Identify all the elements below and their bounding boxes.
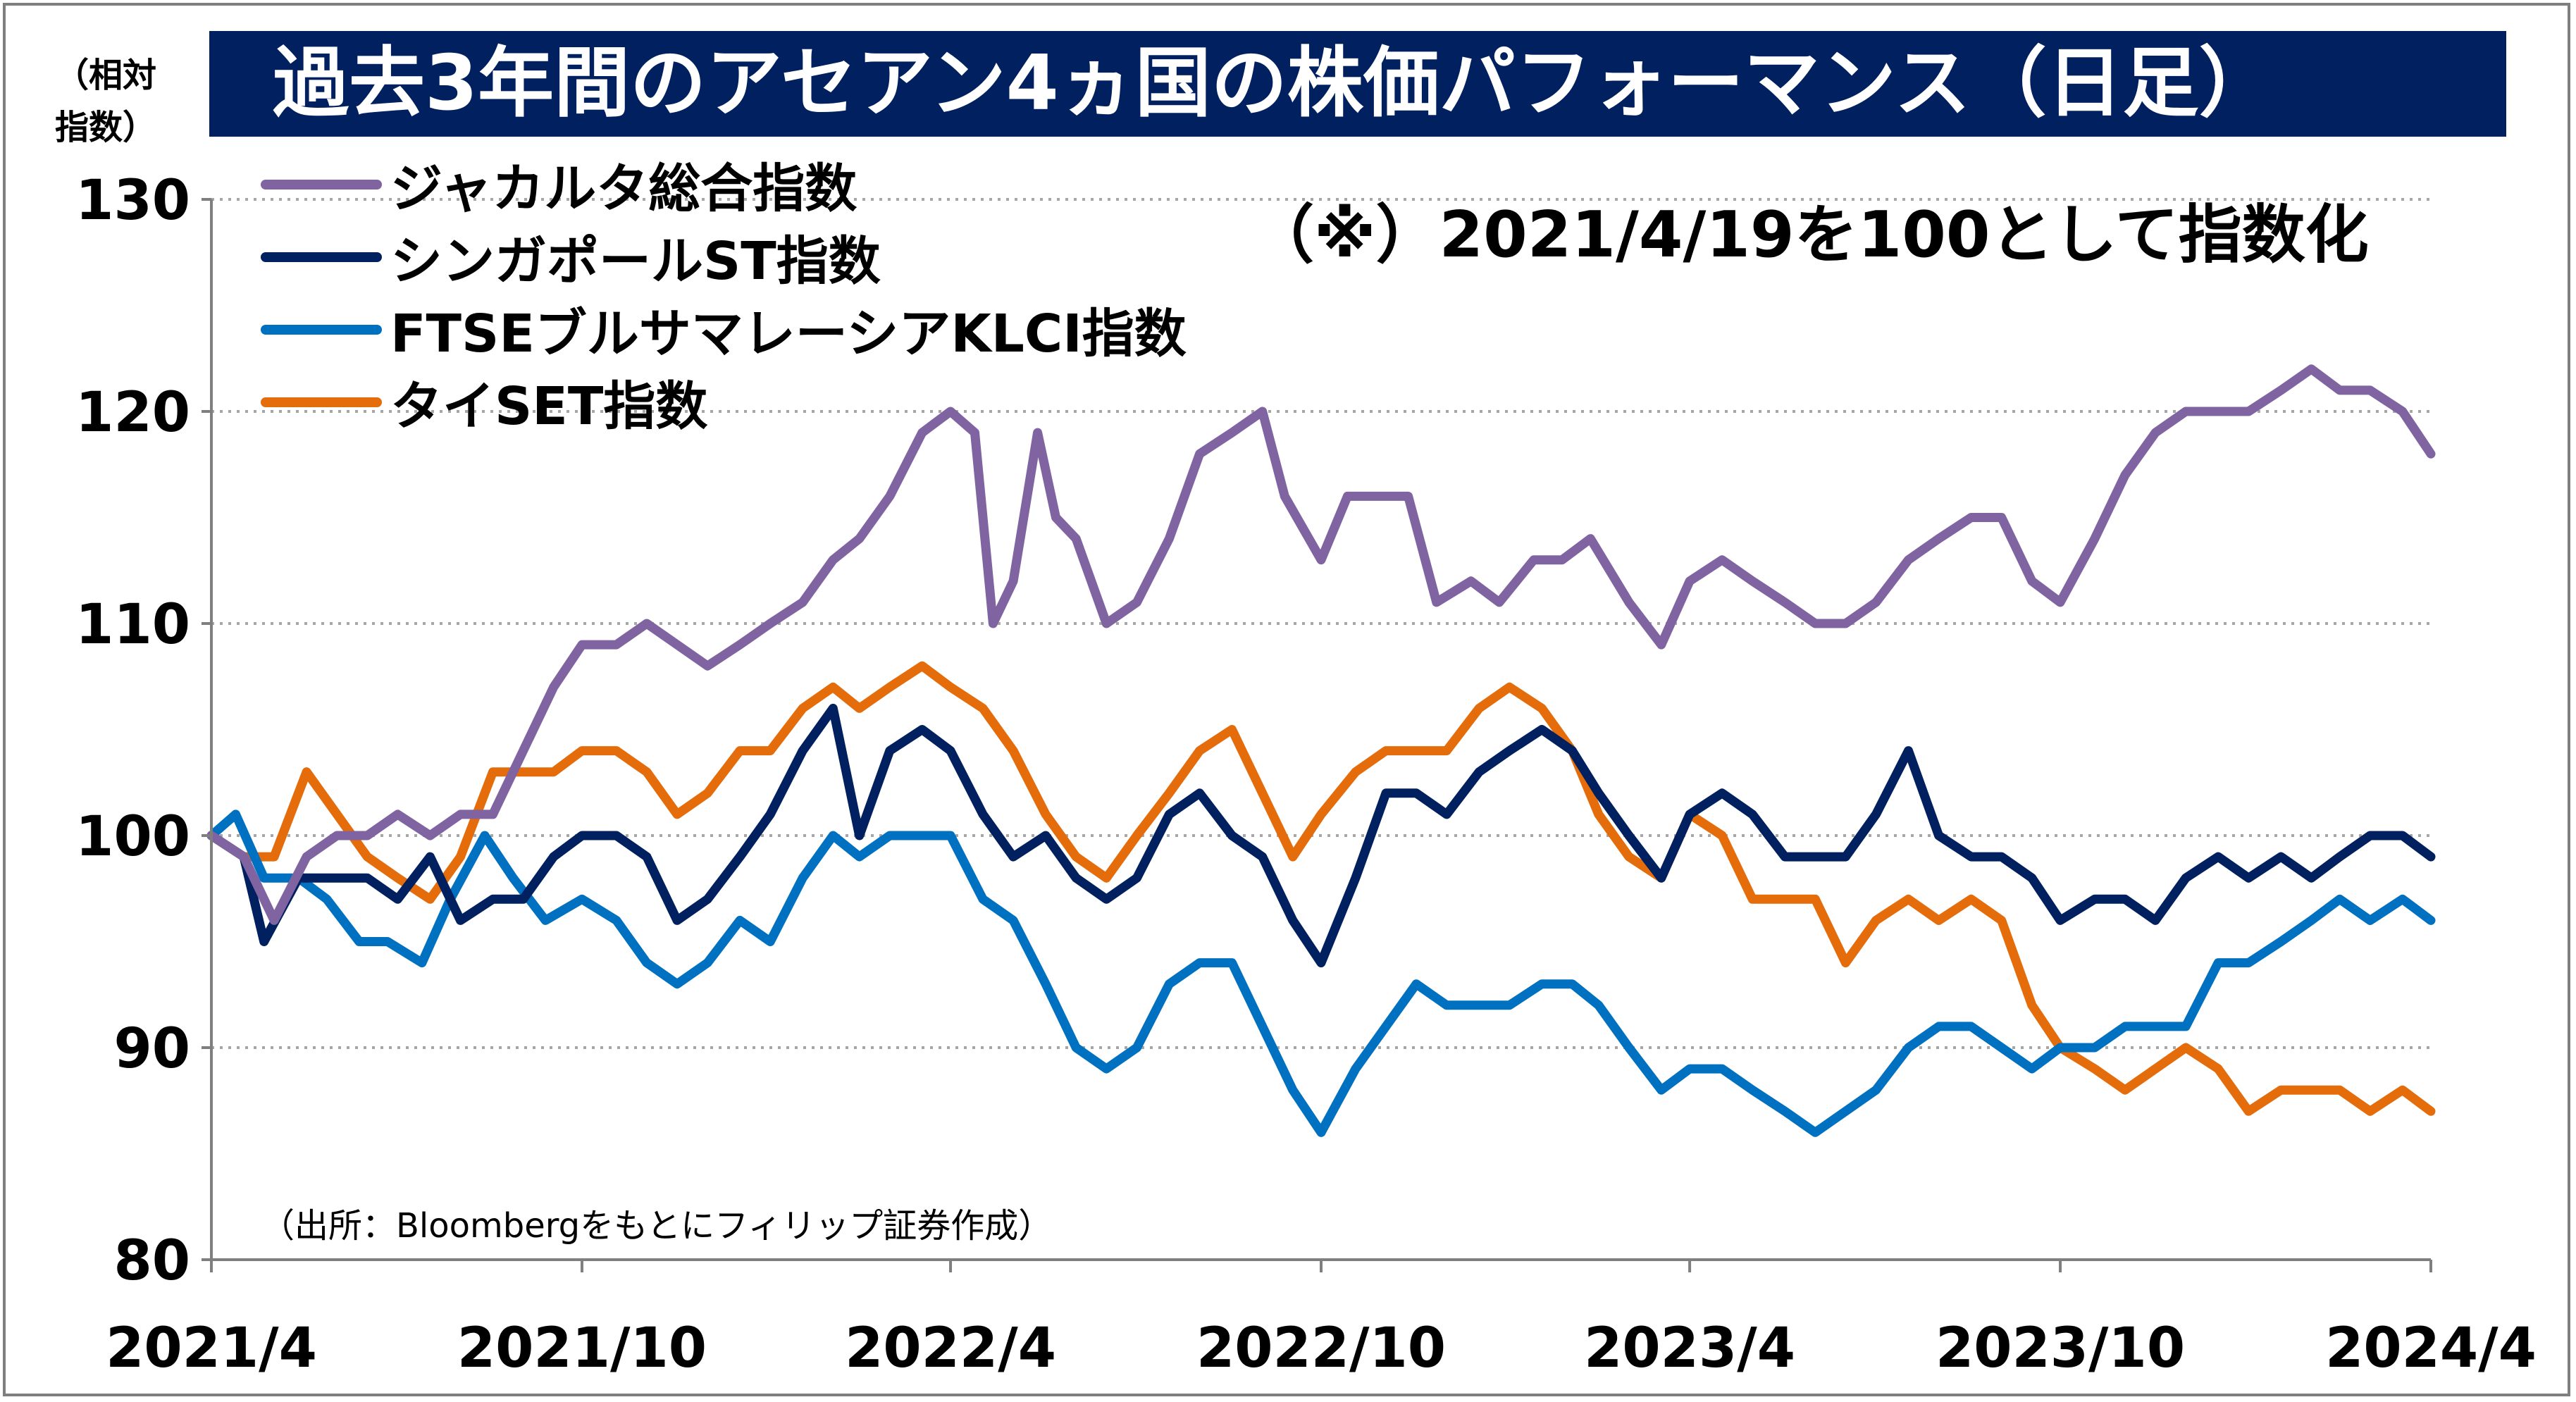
legend-item-1: シンガポールST指数 — [261, 221, 1187, 293]
x-tick-label-4: 2023/4 — [1584, 1317, 1795, 1380]
y-axis-unit-label: （相対 指数） — [55, 49, 156, 154]
legend-item-0: ジャカルタ総合指数 — [261, 148, 1187, 221]
legend-label-3: タイSET指数 — [390, 376, 708, 437]
legend-label-1: シンガポールST指数 — [390, 231, 881, 292]
axes — [202, 198, 2432, 1272]
y-tick-label-130: 130 — [75, 169, 190, 232]
x-tick-label-1: 2021/10 — [457, 1317, 707, 1380]
y-tick-label-90: 90 — [113, 1017, 190, 1081]
x-tick-label-5: 2023/10 — [1936, 1317, 2185, 1380]
chart-title: 過去3年間のアセアン4ヵ国の株価パフォーマンス（日足） — [209, 31, 2506, 137]
legend-swatch-1 — [261, 252, 382, 262]
y-tick-label-100: 100 — [75, 805, 190, 869]
x-tick-label-2: 2022/4 — [845, 1317, 1056, 1380]
legend-swatch-0 — [261, 179, 382, 190]
series-line-2 — [206, 809, 2436, 1137]
legend-swatch-2 — [261, 324, 382, 335]
y-axis-unit-line-1: （相対 — [55, 56, 157, 95]
y-tick-labels: 80 90 100 110 120 130 — [75, 169, 190, 1293]
y-axis-unit-line-2: 指数） — [55, 108, 157, 147]
legend-swatch-3 — [261, 397, 382, 407]
x-tick-label-3: 2022/10 — [1196, 1317, 1446, 1380]
index-note: （※）2021/4/19を100として指数化 — [1251, 198, 2369, 272]
grid-lines — [211, 198, 2431, 1049]
legend-item-2: FTSEブルサマレーシアKLCI指数 — [261, 293, 1187, 366]
x-tick-labels: 2021/4 2021/10 2022/4 2022/10 2023/4 2023/10 2… — [106, 1317, 2537, 1380]
y-tick-label-110: 110 — [75, 593, 190, 657]
legend-item-3: タイSET指数 — [261, 366, 1187, 438]
series-lines — [206, 364, 2436, 1137]
series-line-0 — [206, 364, 2436, 925]
source-note: （出所：Bloombergをもとにフィリップ証券作成） — [261, 1206, 1053, 1246]
series-line-1 — [206, 703, 2436, 968]
legend-label-2: FTSEブルサマレーシアKLCI指数 — [390, 304, 1187, 364]
x-tick-label-6: 2024/4 — [2325, 1317, 2537, 1380]
x-tick-label-0: 2021/4 — [106, 1317, 317, 1380]
chart-frame — [3, 3, 2570, 1396]
y-tick-label-80: 80 — [113, 1229, 190, 1293]
y-tick-label-120: 120 — [75, 381, 190, 445]
legend: ジャカルタ総合指数 シンガポールST指数 FTSEブルサマレーシアKLCI指数 タイS… — [261, 148, 1187, 438]
legend-label-0: ジャカルタ総合指数 — [390, 159, 857, 219]
